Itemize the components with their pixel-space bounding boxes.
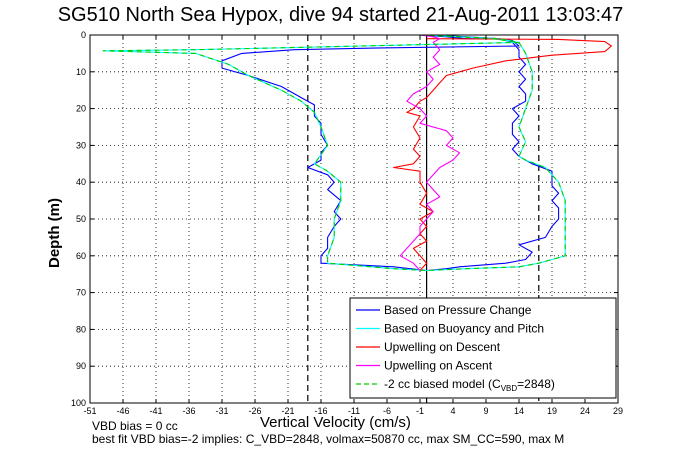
x-tick-label: 9: [483, 406, 488, 416]
x-tick-label: -11: [348, 406, 360, 416]
x-tick-label: 14: [514, 406, 524, 416]
y-tick-label: 50: [76, 214, 86, 224]
x-tick-label: -36: [182, 406, 195, 416]
legend-box: [349, 297, 617, 399]
x-axis-label: Vertical Velocity (cm/s): [260, 414, 411, 431]
x-tick-label: -41: [149, 406, 162, 416]
best-fit-note: best fit VBD bias=-2 implies: C_VBD=2848…: [92, 432, 565, 446]
x-tick-label: 4: [450, 406, 455, 416]
x-tick-label: -46: [116, 406, 129, 416]
x-tick-label: -21: [281, 406, 294, 416]
x-tick-label: -31: [215, 406, 228, 416]
legend-label-1: Based on Buoyancy and Pitch: [384, 322, 544, 336]
vbd-bias-note: VBD bias = 0 cc: [92, 419, 178, 433]
legend-label-4: -2 cc biased model (CVBD=2848): [384, 377, 555, 393]
series-line-2: [393, 38, 612, 271]
y-tick-label: 70: [76, 288, 86, 298]
y-tick-label: 30: [76, 140, 86, 150]
y-tick-label: 40: [76, 177, 86, 187]
y-tick-label: 20: [76, 104, 86, 114]
x-tick-label: -26: [248, 406, 261, 416]
x-tick-label: -16: [314, 406, 327, 416]
x-tick-label: -6: [383, 406, 391, 416]
legend-label-2: Upwelling on Descent: [384, 340, 501, 354]
y-tick-label: 10: [76, 67, 86, 77]
x-tick-label: -51: [83, 406, 96, 416]
y-tick-label: 90: [76, 361, 86, 371]
series-line-4: [102, 34, 566, 272]
legend-label-3: Upwelling on Ascent: [384, 359, 493, 373]
x-tick-label: -1: [416, 406, 424, 416]
y-tick-label: 80: [76, 324, 86, 334]
x-tick-label: 24: [580, 406, 590, 416]
chart-title: SG510 North Sea Hypox, dive 94 started 2…: [57, 4, 624, 26]
y-axis-label: Depth (m): [46, 198, 63, 268]
legend-label-0: Based on Pressure Change: [384, 303, 532, 317]
x-tick-label: 19: [547, 406, 557, 416]
y-tick-label: 100: [71, 398, 86, 408]
series-line-3: [399, 34, 461, 271]
x-tick-label: 29: [613, 406, 623, 416]
y-tick-label: 0: [81, 30, 86, 40]
y-tick-label: 60: [76, 251, 86, 261]
